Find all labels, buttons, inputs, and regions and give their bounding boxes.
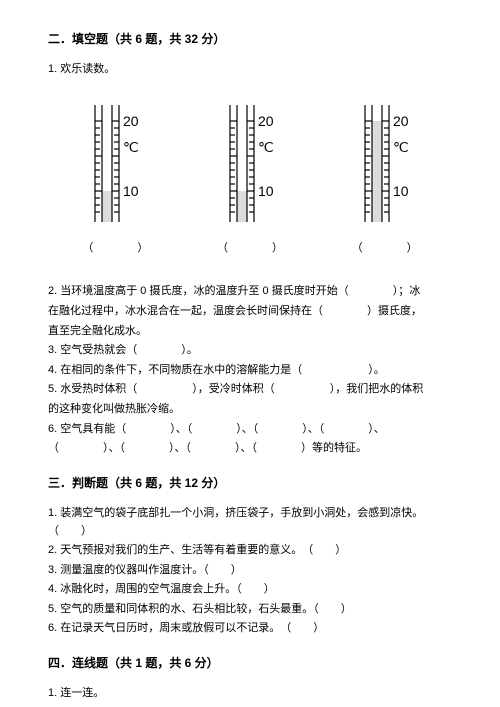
q6-line2: （ ）、（ ）、（ ）、（ ）等的特征。 [48,440,452,458]
scale-10: 10 [393,183,409,199]
scale-10: 10 [123,183,139,199]
s3-q1: 1. 装满空气的袋子底部扎一个小洞，挤压袋子，手放到小洞处，会感到凉快。（ ） [48,505,452,540]
q5-line1: 5. 水受热时体积（ ），受冷时体积（ ），我们把水的体积 [48,381,452,399]
scale-20: 20 [393,113,409,129]
thermometer-svg-1: 20 ℃ 10 [75,97,155,232]
section-2-title: 二．填空题（共 6 题，共 32 分） [48,30,452,49]
section-3-title: 三．判断题（共 6 题，共 12 分） [48,474,452,493]
q4: 4. 在相同的条件下，不同物质在水中的溶解能力是（ ）。 [48,362,452,380]
s3-q5: 5. 空气的质量和同体积的水、石头相比较，石头最重。（ ） [48,601,452,619]
thermometer-1: 20 ℃ 10 [75,97,155,232]
s3-q2: 2. 天气预报对我们的生产、生活等有着重要的意义。 （ ） [48,542,452,560]
unit-c: ℃ [393,139,409,155]
answer-row: （ ） （ ） （ ） [48,240,452,258]
s3-q4: 4. 冰融化时，周围的空气温度会上升。（ ） [48,581,452,599]
q2-line1: 2. 当环境温度高于 0 摄氏度，冰的温度升至 0 摄氏度时开始（ ）；冰 [48,283,452,301]
thermometer-svg-3: 20 ℃ 10 [345,97,425,232]
thermometer-row: 20 ℃ 10 [48,97,452,232]
q2-line2: 在融化过程中，冰水混合在一起，温度会长时间保持在（ ）摄氏度， [48,303,452,321]
q5-line2: 的这种变化叫做热胀冷缩。 [48,401,452,419]
s3-q6: 6. 在记录天气日历时，周末或放假可以不记录。 （ ） [48,620,452,638]
scale-20: 20 [258,113,274,129]
s4-q1: 1. 连一连。 [48,685,452,703]
thermometer-3: 20 ℃ 10 [345,97,425,232]
thermometer-2: 20 ℃ 10 [210,97,290,232]
q6-line1: 6. 空气具有能（ ）、（ ）、（ ）、（ ）、 [48,421,452,439]
scale-10: 10 [258,183,274,199]
answer-1: （ ） [82,240,148,258]
thermometer-svg-2: 20 ℃ 10 [210,97,290,232]
q2-line3: 直至完全融化成水。 [48,323,452,341]
answer-2: （ ） [217,240,283,258]
s3-q3: 3. 测量温度的仪器叫作温度计。（ ） [48,562,452,580]
answer-3: （ ） [352,240,418,258]
q3: 3. 空气受热就会（ ）。 [48,342,452,360]
scale-20: 20 [123,113,139,129]
unit-c: ℃ [258,139,274,155]
unit-c: ℃ [123,139,139,155]
q1-label: 1. 欢乐读数。 [48,61,452,79]
section-4-title: 四．连线题（共 1 题，共 6 分） [48,654,452,673]
